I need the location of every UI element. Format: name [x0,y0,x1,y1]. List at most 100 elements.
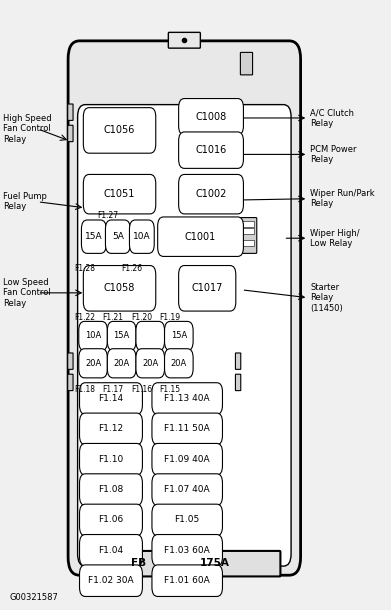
FancyBboxPatch shape [152,443,222,475]
Text: 175A: 175A [200,558,230,568]
Text: 20A: 20A [171,359,187,368]
FancyBboxPatch shape [78,105,291,566]
Text: 20A: 20A [85,359,101,368]
Text: 10A: 10A [85,331,101,340]
Text: Fuel Pump
Relay: Fuel Pump Relay [3,192,47,212]
FancyBboxPatch shape [179,265,236,311]
FancyBboxPatch shape [108,321,136,351]
FancyBboxPatch shape [242,240,254,246]
FancyBboxPatch shape [152,413,222,445]
FancyBboxPatch shape [235,104,241,120]
FancyBboxPatch shape [79,443,142,475]
FancyBboxPatch shape [152,534,222,566]
Text: FB: FB [131,558,146,568]
Text: Low Speed
Fan Control
Relay: Low Speed Fan Control Relay [3,278,51,308]
Text: High Speed
Fan Control
Relay: High Speed Fan Control Relay [3,114,52,144]
Text: F1.08: F1.08 [99,485,124,494]
Text: 20A: 20A [113,359,130,368]
Text: 20A: 20A [142,359,158,368]
Text: C1008: C1008 [196,112,227,122]
Text: 15A: 15A [113,331,130,340]
FancyBboxPatch shape [152,382,222,414]
FancyBboxPatch shape [79,474,142,505]
FancyBboxPatch shape [79,413,142,445]
FancyBboxPatch shape [240,52,253,75]
Text: C1001: C1001 [185,232,216,242]
FancyBboxPatch shape [81,220,106,253]
FancyBboxPatch shape [152,474,222,505]
Text: F1.14: F1.14 [99,394,124,403]
FancyBboxPatch shape [242,221,254,227]
FancyBboxPatch shape [79,565,142,597]
Text: F1.10: F1.10 [99,454,124,464]
FancyBboxPatch shape [108,349,136,378]
FancyBboxPatch shape [79,321,108,351]
Text: C1058: C1058 [104,283,135,293]
Text: 5A: 5A [112,232,124,241]
Text: C1002: C1002 [196,189,227,199]
FancyBboxPatch shape [235,353,241,370]
FancyBboxPatch shape [153,573,193,589]
Text: F1.02 30A: F1.02 30A [88,576,134,585]
FancyBboxPatch shape [68,374,73,390]
Text: 10A: 10A [133,232,151,241]
FancyBboxPatch shape [83,107,156,153]
FancyBboxPatch shape [152,565,222,597]
Text: F1.15: F1.15 [160,385,181,394]
Text: 15A: 15A [171,331,187,340]
FancyBboxPatch shape [83,174,156,214]
Text: F1.20: F1.20 [131,313,152,322]
Text: Wiper Run/Park
Relay: Wiper Run/Park Relay [310,189,375,209]
FancyBboxPatch shape [68,104,73,120]
Text: 15A: 15A [85,232,102,241]
FancyBboxPatch shape [129,220,154,253]
FancyBboxPatch shape [88,551,280,576]
FancyBboxPatch shape [179,99,244,135]
FancyBboxPatch shape [242,228,254,234]
FancyBboxPatch shape [158,217,244,256]
FancyBboxPatch shape [165,321,193,351]
FancyBboxPatch shape [83,265,156,311]
FancyBboxPatch shape [136,321,165,351]
Text: F1.28: F1.28 [74,264,95,273]
FancyBboxPatch shape [79,382,142,414]
Text: Starter
Relay
(11450): Starter Relay (11450) [310,283,343,312]
Text: F1.19: F1.19 [160,313,181,322]
Text: F1.06: F1.06 [99,515,124,525]
Text: F1.11 50A: F1.11 50A [164,425,210,433]
FancyBboxPatch shape [68,353,73,370]
Text: F1.04: F1.04 [99,546,124,555]
FancyBboxPatch shape [79,349,108,378]
Text: F1.27: F1.27 [97,211,118,220]
FancyBboxPatch shape [240,218,257,253]
Text: F1.12: F1.12 [99,425,124,433]
FancyBboxPatch shape [152,504,222,536]
FancyBboxPatch shape [79,504,142,536]
Text: C1016: C1016 [196,145,227,155]
FancyBboxPatch shape [68,125,73,142]
Text: F1.05: F1.05 [175,515,200,525]
Text: Wiper High/
Low Relay: Wiper High/ Low Relay [310,229,360,248]
Text: F1.21: F1.21 [102,313,124,322]
FancyBboxPatch shape [136,349,165,378]
Text: F1.13 40A: F1.13 40A [164,394,210,403]
FancyBboxPatch shape [79,534,142,566]
FancyBboxPatch shape [106,220,130,253]
FancyBboxPatch shape [235,125,241,142]
FancyBboxPatch shape [179,132,244,168]
FancyBboxPatch shape [169,32,200,48]
FancyBboxPatch shape [165,349,193,378]
Text: G00321587: G00321587 [9,593,58,602]
Text: F1.09 40A: F1.09 40A [164,454,210,464]
Text: F1.07 40A: F1.07 40A [164,485,210,494]
FancyBboxPatch shape [179,174,244,214]
Text: F1.18: F1.18 [74,385,95,394]
FancyBboxPatch shape [235,374,241,390]
Text: C1017: C1017 [192,283,223,293]
Text: C1056: C1056 [104,126,135,135]
Text: F1.03 60A: F1.03 60A [164,546,210,555]
Text: PCM Power
Relay: PCM Power Relay [310,145,357,164]
Text: F1.22: F1.22 [74,313,95,322]
Text: F1.17: F1.17 [102,385,124,394]
Text: F1.26: F1.26 [121,264,142,273]
